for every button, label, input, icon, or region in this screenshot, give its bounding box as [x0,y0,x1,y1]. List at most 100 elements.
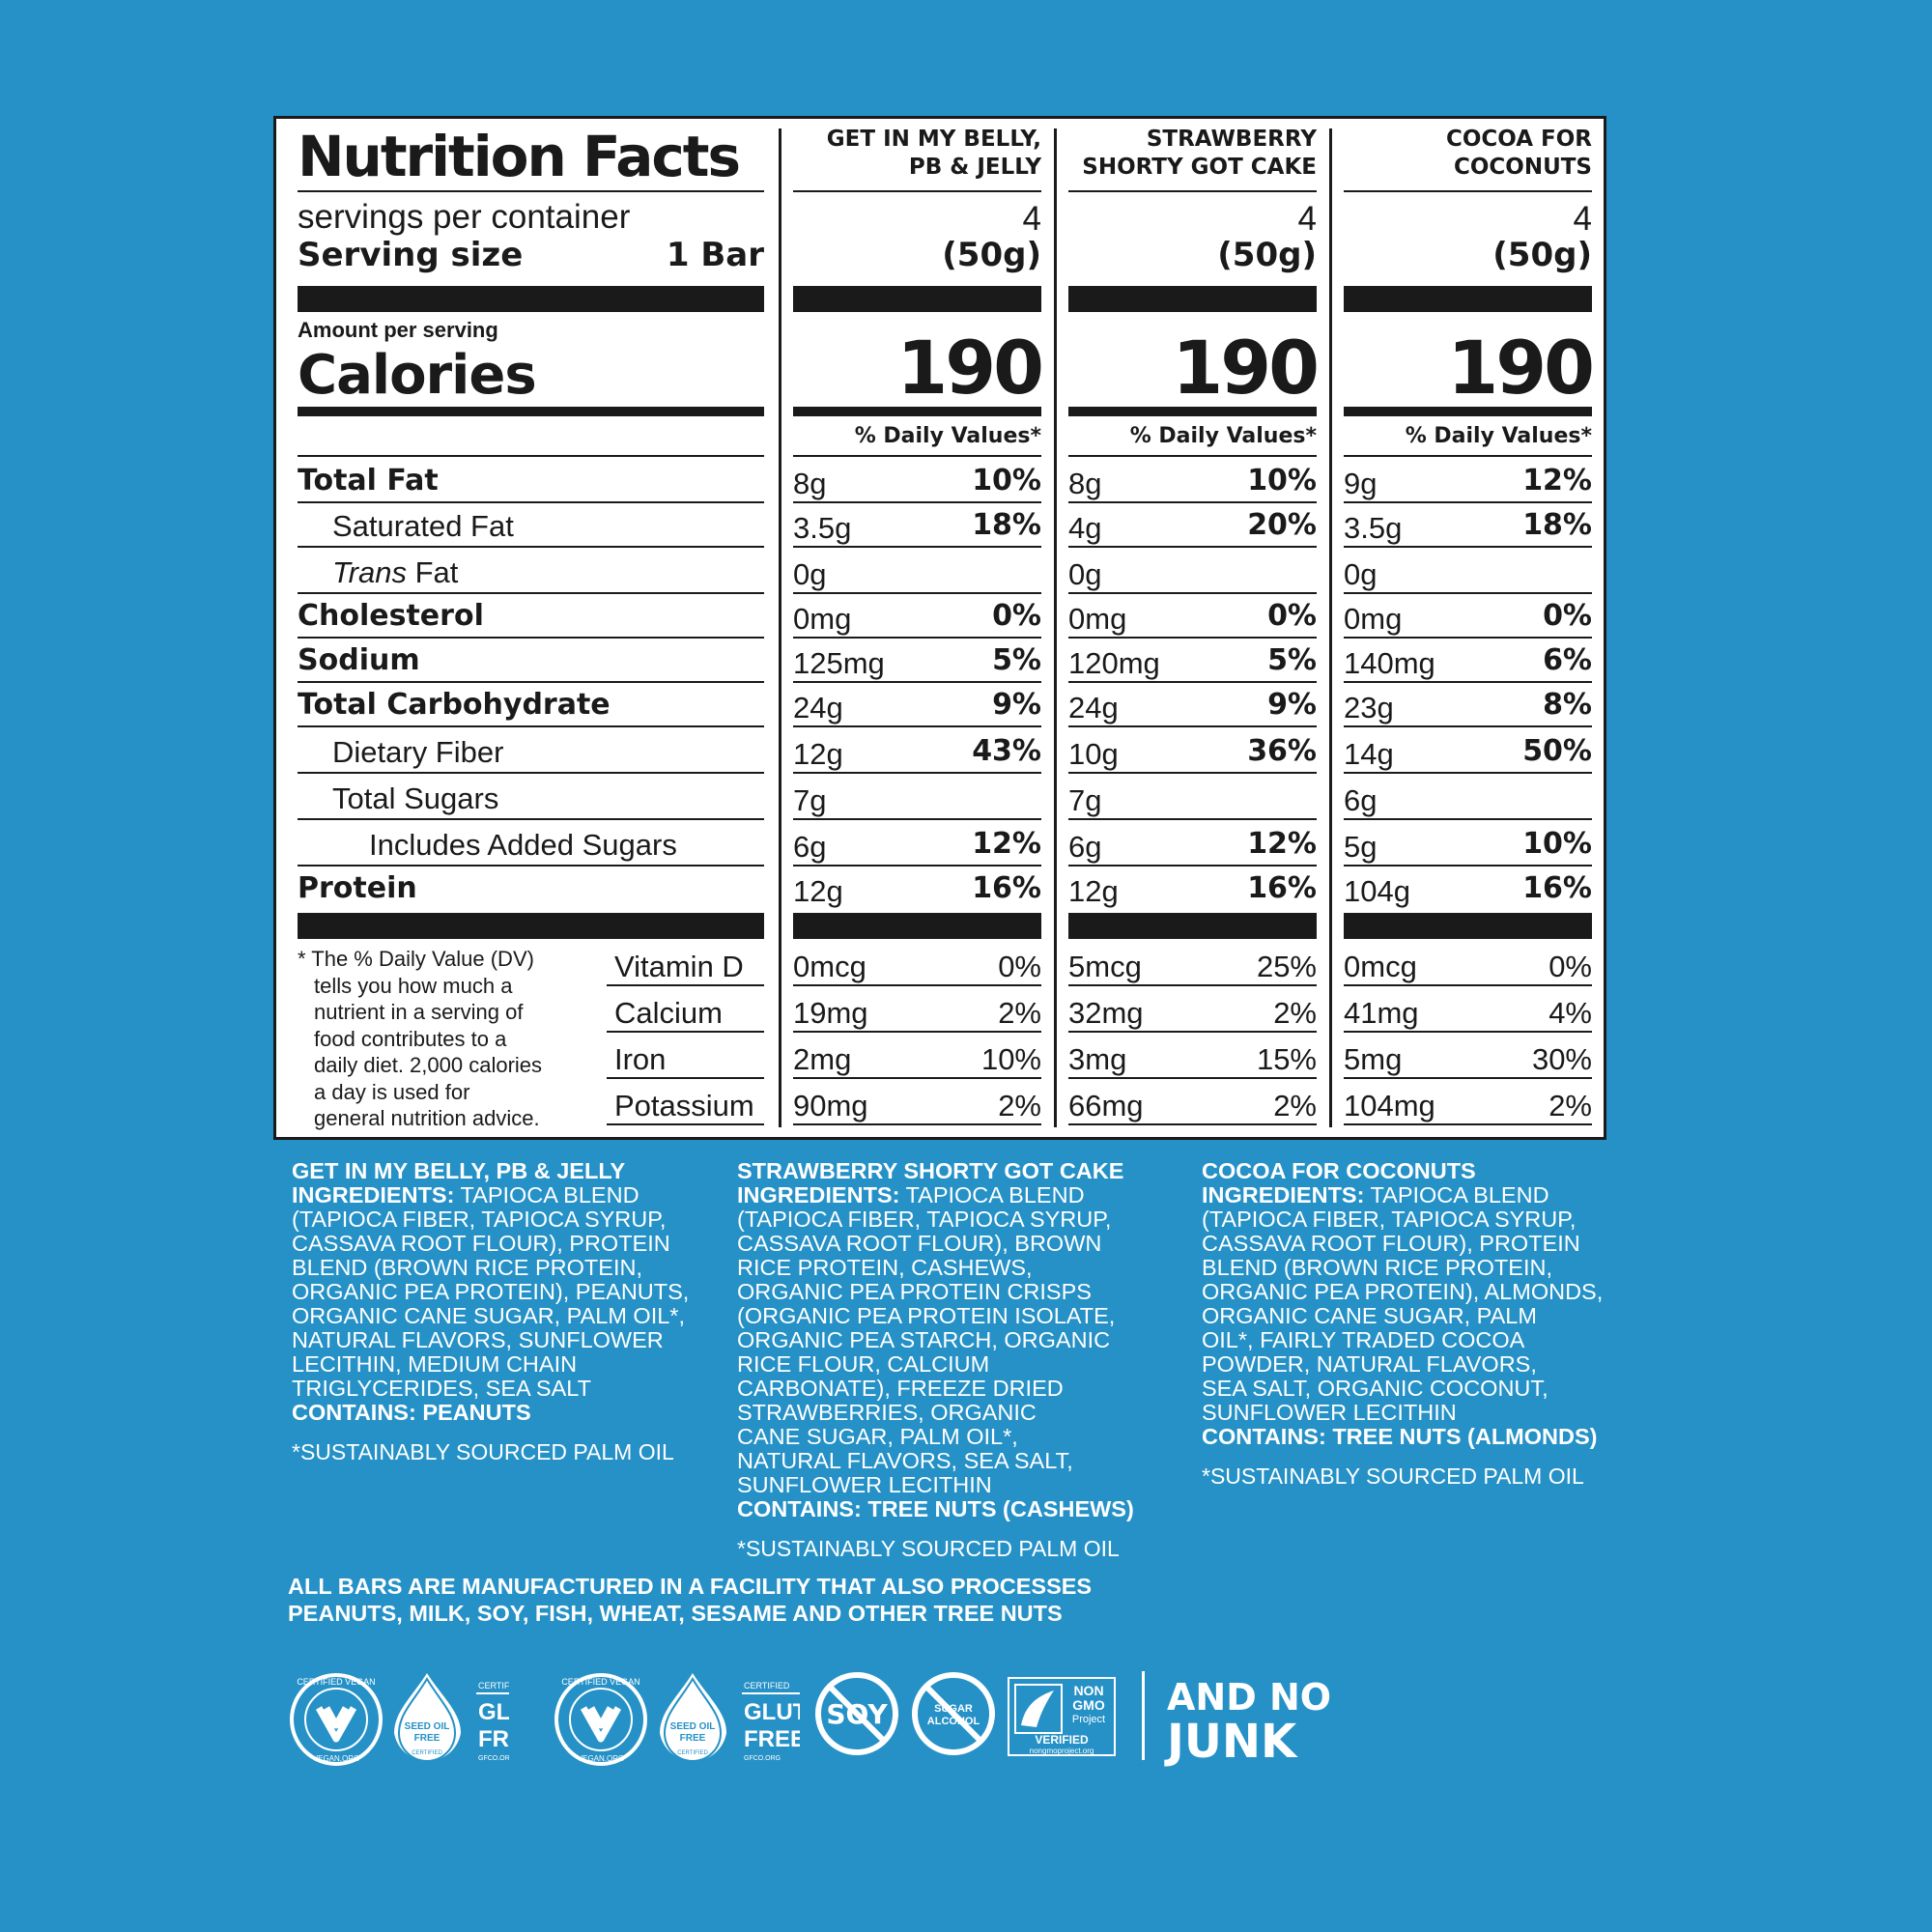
nutrient-amount: 7g [793,783,827,817]
nutrient-daily-value: 43% [972,734,1041,768]
divider [793,637,1041,639]
divider [1344,984,1592,986]
vitamin-daily-value: 4% [1548,996,1592,1030]
serving-size-value: (50g) [942,236,1041,274]
footnote-line: nutrient in a serving of [314,1000,524,1024]
vitamin-label: Vitamin D [614,950,744,983]
nutrient-daily-value: 0% [1267,599,1317,633]
nutrient-daily-value: 6% [1543,643,1592,677]
nutrient-amount: 0mg [793,602,852,636]
divider [793,772,1041,774]
thick-bar [1344,913,1592,939]
divider [1344,455,1592,457]
gluten-badge-text: FREE [744,1726,800,1752]
medium-bar [793,407,1041,416]
ingredient-heading: GET IN MY BELLY, PB & JELLY [292,1158,626,1183]
divider [1068,455,1317,457]
nutrient-amount: 23g [1344,691,1394,724]
nutrient-amount: 0mg [1068,602,1127,636]
nutrient-daily-value: 0% [1543,599,1592,633]
divider [1344,501,1592,503]
divider [1068,984,1317,986]
calories-value: 190 [896,325,1044,411]
ingredient-block: STRAWBERRY SHORTY GOT CAKE INGREDIENTS: T… [737,1159,1134,1561]
divider [1344,818,1592,820]
vitamin-label: Iron [614,1042,667,1076]
ingredient-line: (TAPIOCA FIBER, TAPIOCA SYRUP, [1202,1207,1577,1232]
nutrient-daily-value: 36% [1247,734,1317,768]
nutrient-amount: 12g [793,737,843,771]
divider [1344,1031,1592,1033]
column-separator [779,128,781,1127]
nutrient-amount: 8g [1068,467,1102,500]
nutrient-label: Saturated Fat [332,509,514,543]
tagline-line: AND NO [1167,1676,1332,1719]
divider [1344,546,1592,548]
servings-label: servings per container [298,198,631,236]
nutrient-daily-value: 16% [972,871,1041,905]
medium-bar [1344,407,1592,416]
nutrient-amount: 4g [1068,511,1102,545]
nutrient-daily-value: 20% [1247,508,1317,542]
ingredient-line: INGREDIENTS: [1202,1182,1365,1208]
divider [1068,681,1317,683]
vitamin-daily-value: 30% [1531,1042,1592,1076]
divider [793,1077,1041,1079]
ingredient-line: CARBONATE), FREEZE DRIED [737,1376,1064,1401]
divider [1068,725,1317,727]
gluten-free-icon: CERTIFIED GLUTEN FREE GFCO.ORG [476,1681,509,1762]
seed-oil-free-icon: SEED OIL FREE CERTIFIED [660,1673,726,1762]
nutrient-daily-value: 10% [972,464,1041,497]
ingredient-heading: STRAWBERRY SHORTY GOT CAKE [737,1158,1124,1183]
divider [793,681,1041,683]
seed-oil-badge-text: CERTIFIED [677,1750,708,1756]
vitamin-amount: 41mg [1344,996,1419,1030]
nutrient-amount: 6g [1068,830,1102,864]
divider [607,1123,764,1125]
nutrient-amount: 120mg [1068,646,1160,680]
nutrient-amount: 9g [1344,467,1378,500]
divider [1344,865,1592,867]
ingredient-line: BLEND (BROWN RICE PROTEIN, [292,1255,642,1280]
vitamin-daily-value: 0% [1548,950,1592,983]
divider [1344,772,1592,774]
nutrient-amount: 8g [793,467,827,500]
ingredient-line: (TAPIOCA FIBER, TAPIOCA SYRUP, [292,1207,667,1232]
seed-oil-badge-text: CERTIFIED [412,1750,442,1756]
divider [298,455,764,457]
non-gmo-badge-text: VERIFIED [1035,1733,1089,1747]
nutrient-amount: 0g [1068,557,1102,591]
divider [298,501,764,503]
serving-size-label: Serving size [298,236,524,274]
ingredient-line: CONTAINS: PEANUTS [292,1400,531,1425]
nutrient-amount: 125mg [793,646,885,680]
nutrient-amount: 24g [793,691,843,724]
calories-value: 190 [1172,325,1320,411]
seed-oil-free-icon: SEED OIL FREE CERTIFIED [394,1673,461,1762]
thick-bar [1344,286,1592,312]
nutrient-amount: 3.5g [1344,511,1403,545]
servings-value: 4 [1573,200,1592,238]
divider [1068,637,1317,639]
nutrient-amount: 10g [1068,737,1119,771]
divider [1068,865,1317,867]
product-name: STRAWBERRY [1146,127,1317,152]
ingredient-line: RICE PROTEIN, CASHEWS, [737,1255,1033,1280]
seed-oil-badge-text: FREE [680,1733,706,1744]
ingredient-line: OIL*, FAIRLY TRADED COCOA [1202,1327,1525,1352]
nutrition-facts-panel: Nutrition Facts servings per container S… [273,116,1606,1140]
nutrient-amount: 3.5g [793,511,852,545]
ingredient-line: ORGANIC CANE SUGAR, PALM [1202,1303,1537,1328]
divider [298,865,764,867]
nutrient-label-italic: Trans [332,555,407,589]
ingredient-line: SUNFLOWER LECITHIN [1202,1400,1457,1425]
nutrient-amount: 140mg [1344,646,1435,680]
vitamin-amount: 90mg [793,1089,868,1122]
vegan-badge-text: VEGAN.ORG [313,1754,359,1763]
vitamin-amount: 0mcg [1344,950,1417,983]
nutrient-daily-value: 5% [992,643,1041,677]
sugar-alcohol-free-icon: SUGAR ALCOHOL [912,1672,995,1755]
nutrient-amount: 24g [1068,691,1119,724]
divider [607,1077,764,1079]
gluten-badge-text: GFCO.ORG [478,1755,509,1762]
